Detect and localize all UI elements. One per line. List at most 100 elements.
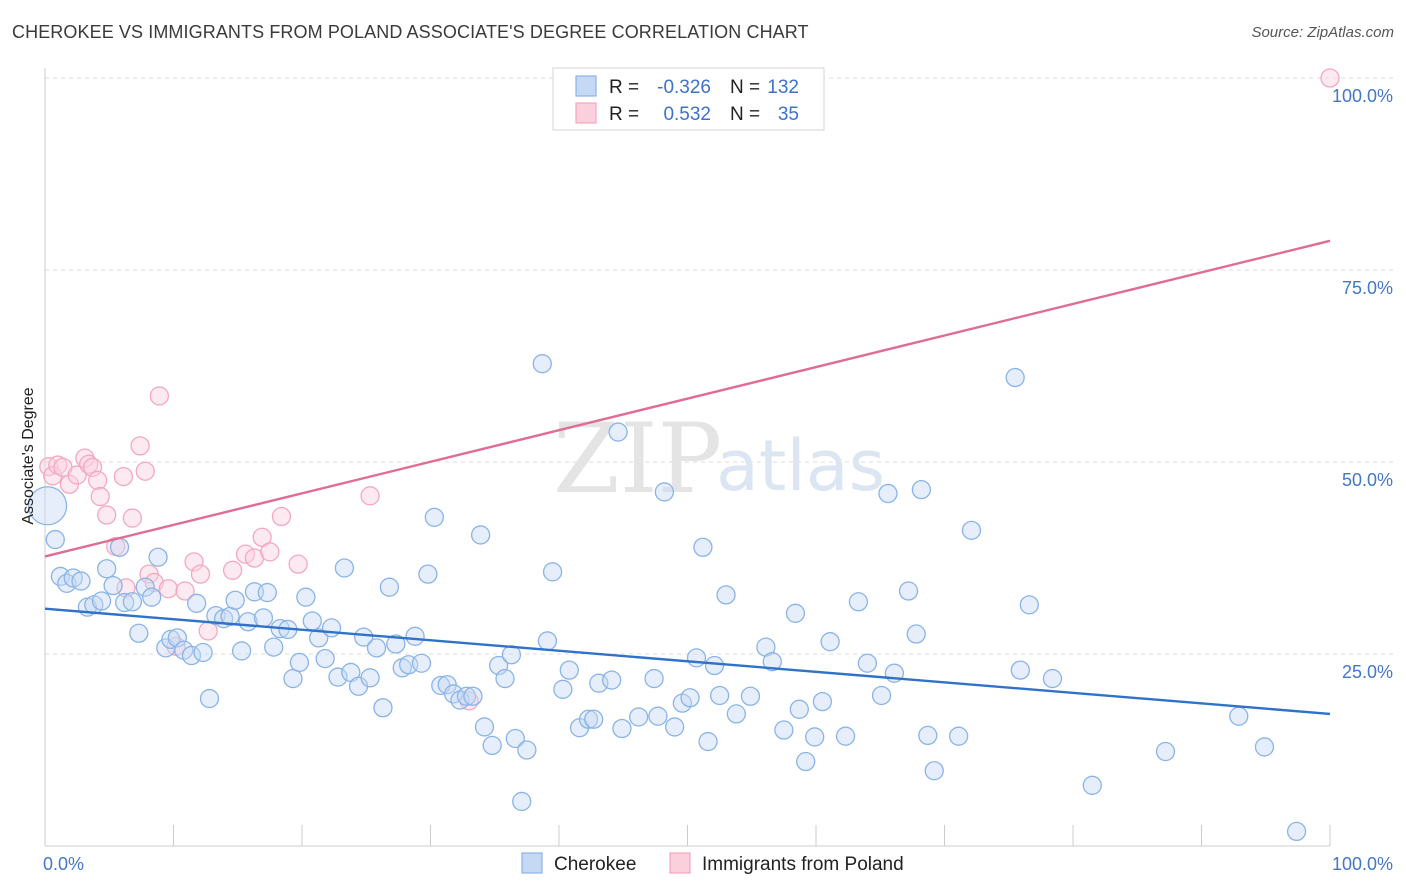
axes: [44, 68, 1331, 847]
cherokee-point: [961, 520, 982, 541]
cherokee-point: [785, 603, 806, 623]
cherokee-point: [161, 629, 181, 650]
legend-n-value-cherokee: 132: [767, 77, 799, 98]
poland-point: [113, 466, 134, 487]
trend-line-poland: [44, 239, 1331, 558]
y-tick-label-25: 25.0%: [1342, 662, 1393, 682]
cherokee-point: [424, 507, 445, 527]
cherokee-point: [379, 577, 400, 597]
legend-swatch-cherokee: [575, 75, 597, 97]
cherokee-point: [315, 648, 335, 669]
cherokee-point: [762, 652, 782, 672]
cherokee-point: [918, 725, 938, 746]
poland-point: [1320, 68, 1340, 88]
watermark-zip: ZIP: [553, 403, 722, 515]
x-tick-label-min: 0.0%: [43, 854, 84, 874]
cherokee-point: [193, 642, 213, 663]
cherokee-point: [181, 645, 202, 666]
cherokee-point: [709, 685, 730, 706]
cherokee-point: [1155, 741, 1176, 762]
poland-point: [271, 506, 292, 527]
cherokee-point: [835, 726, 856, 746]
poland-point: [122, 508, 143, 528]
cherokee-point: [629, 707, 649, 727]
cherokee-point: [1254, 737, 1275, 757]
cherokee-point: [648, 706, 668, 726]
poland-point: [222, 560, 243, 580]
legend-n-label-cherokee: N =: [730, 77, 760, 98]
cherokee-point: [253, 608, 274, 628]
cherokee-point: [578, 709, 599, 729]
cherokee-point: [505, 728, 525, 749]
cherokee-point: [186, 593, 207, 613]
cherokee-point: [289, 652, 310, 673]
cherokee-point: [704, 655, 725, 676]
poland-point: [175, 581, 195, 601]
cherokee-point: [553, 679, 573, 699]
chart-title: CHEROKEE VS IMMIGRANTS FROM POLAND ASSOC…: [12, 22, 809, 42]
cherokee-point: [283, 668, 303, 689]
cherokee-point: [878, 483, 898, 504]
cherokee-point: [135, 577, 155, 597]
cherokee-point: [373, 698, 393, 718]
cherokee-point: [231, 641, 252, 661]
cherokee-point: [948, 726, 969, 746]
cherokee-point: [225, 590, 245, 610]
cherokee-point: [726, 704, 746, 724]
poland-point: [90, 486, 110, 507]
poland-point: [130, 436, 150, 456]
cherokee-point: [796, 751, 816, 772]
cherokee-point: [71, 571, 91, 591]
bottom-legend-label-poland: Immigrants from Poland: [702, 854, 904, 875]
cherokee-point: [411, 653, 432, 673]
cherokee-point: [686, 648, 707, 668]
source-label: Source: ZipAtlas.com: [1251, 24, 1394, 41]
cherokee-point: [698, 731, 718, 752]
cherokee-point: [542, 562, 563, 582]
trend-lines: [44, 239, 1331, 716]
cherokee-point: [1010, 660, 1030, 680]
legend-r-label-poland: R =: [609, 104, 639, 125]
cherokee-point: [103, 575, 123, 596]
cherokee-point: [665, 717, 685, 737]
watermark: ZIP atlas: [553, 403, 885, 515]
cherokee-point: [296, 587, 316, 607]
cherokee-point: [740, 686, 761, 706]
y-tick-label-50: 50.0%: [1342, 470, 1393, 490]
cherokee-point: [584, 709, 604, 729]
cherokee-point: [559, 660, 579, 680]
cherokee-point: [63, 568, 83, 588]
cherokee-point: [456, 686, 477, 706]
legend-r-value-poland: 0.532: [663, 104, 711, 125]
bottom-legend-swatch-cherokee: [521, 852, 543, 874]
bottom-legend-swatch-poland: [669, 852, 691, 874]
cherokee-point: [470, 525, 491, 545]
grid-lines: [45, 77, 1393, 655]
cherokee-point: [1005, 367, 1025, 388]
cherokee-point: [264, 637, 284, 657]
poland-point: [190, 564, 211, 584]
cherokee-point: [206, 605, 226, 626]
y-axis-label: Associate's Degree: [20, 387, 37, 524]
series-cherokee-points: [27, 354, 1307, 842]
cherokee-point: [906, 624, 926, 644]
poland-point: [360, 486, 380, 506]
legend-swatch-poland: [575, 102, 597, 124]
cherokee-point: [463, 686, 483, 706]
cherokee-point: [148, 547, 168, 567]
cherokee-point: [537, 631, 558, 651]
poland-point: [88, 470, 108, 491]
cherokee-point: [848, 592, 869, 612]
trend-line-cherokee: [44, 607, 1331, 716]
cherokee-point: [334, 558, 355, 578]
cherokee-point: [805, 727, 825, 747]
cherokee-point: [360, 668, 380, 688]
cherokee-point: [716, 585, 736, 605]
cherokee-point: [405, 626, 425, 646]
cherokee-point: [354, 627, 374, 647]
cherokee-point: [924, 761, 944, 781]
cherokee-point: [366, 638, 387, 658]
cherokee-point: [898, 581, 919, 601]
legend-n-label-poland: N =: [730, 104, 760, 125]
cherokee-point: [820, 632, 840, 652]
